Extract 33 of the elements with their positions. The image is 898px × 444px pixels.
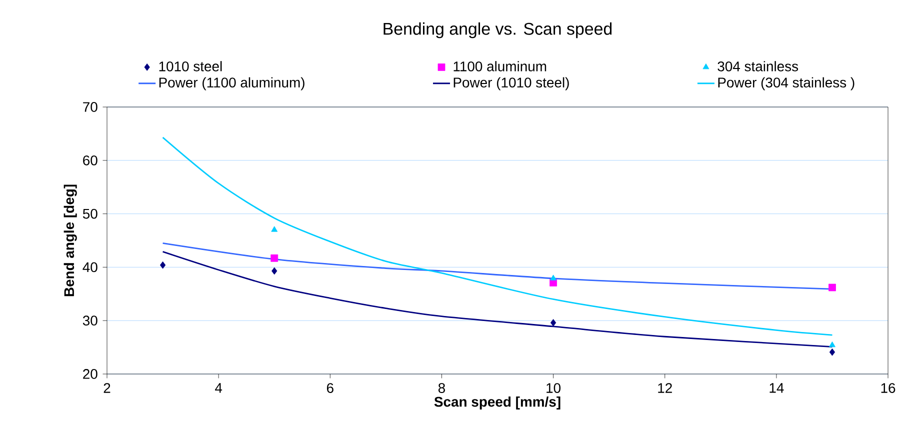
- y-tick-label: 40: [82, 262, 98, 272]
- legend-label: Power (1100 aluminum): [159, 77, 304, 90]
- y-tick-label: 50: [82, 208, 98, 219]
- y-axis-title: Bend angle [deg]: [64, 184, 77, 296]
- x-axis-title: Scan speed [mm/s]: [434, 396, 560, 410]
- point: [272, 267, 278, 275]
- point: [270, 254, 278, 262]
- legend-label: 304 stainless: [718, 61, 798, 72]
- x-tick-label: 14: [770, 383, 784, 393]
- point: [550, 274, 557, 280]
- x-tick-label: 12: [658, 383, 672, 393]
- x-tick-label: 4: [215, 383, 222, 393]
- y-tick-label: 70: [83, 102, 98, 112]
- legend-label: Power (304 stainless ): [718, 77, 854, 90]
- point: [160, 261, 166, 269]
- point: [828, 284, 836, 292]
- chart-title: Bending angle vs. Scan speed: [384, 22, 612, 38]
- line-series: [162, 136, 833, 336]
- point: [550, 319, 556, 326]
- x-tick-label: 8: [438, 383, 445, 393]
- y-tick-label: 60: [83, 155, 98, 166]
- point: [829, 348, 836, 356]
- legend-label: Power (1010 steel): [454, 77, 569, 90]
- x-tick-label: 10: [546, 383, 561, 393]
- point: [271, 226, 278, 232]
- y-tick-label: 30: [82, 316, 98, 326]
- x-tick-label: 16: [881, 383, 896, 393]
- legend-label: 1100 aluminum: [454, 61, 546, 72]
- x-tick-label: 6: [326, 383, 334, 393]
- point: [828, 341, 836, 348]
- x-tick-label: 2: [104, 383, 110, 393]
- y-tick-label: 20: [83, 369, 98, 379]
- legend-label: 1010 steel: [159, 61, 222, 72]
